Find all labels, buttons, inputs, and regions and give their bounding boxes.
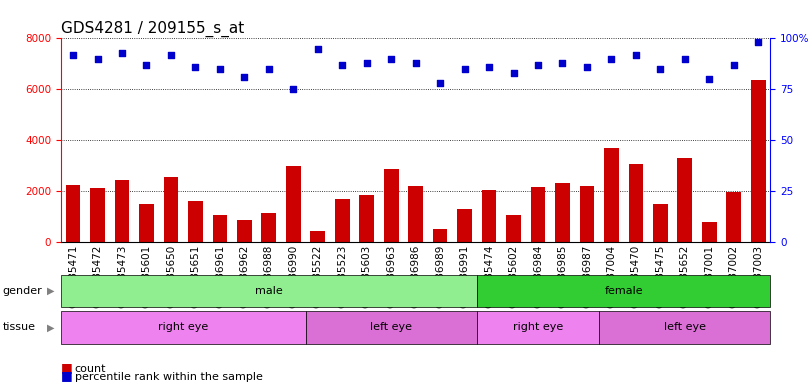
Text: ▶: ▶ xyxy=(47,322,54,333)
Point xyxy=(287,86,300,93)
Bar xyxy=(433,229,448,242)
Point xyxy=(727,62,740,68)
Point xyxy=(384,56,397,62)
Text: gender: gender xyxy=(2,286,42,296)
Bar xyxy=(90,189,105,242)
Text: left eye: left eye xyxy=(370,322,412,333)
Point xyxy=(654,66,667,72)
Bar xyxy=(139,204,154,242)
Point xyxy=(483,64,496,70)
Bar xyxy=(114,180,129,242)
Point xyxy=(360,60,373,66)
Bar xyxy=(359,195,374,242)
Point xyxy=(91,56,104,62)
Point xyxy=(311,46,324,52)
Bar xyxy=(751,80,766,242)
Bar xyxy=(311,231,325,242)
Text: GDS4281 / 209155_s_at: GDS4281 / 209155_s_at xyxy=(61,21,244,37)
Text: percentile rank within the sample: percentile rank within the sample xyxy=(75,372,263,382)
Point xyxy=(434,80,447,86)
Bar xyxy=(188,201,203,242)
Bar xyxy=(599,311,770,344)
Bar xyxy=(212,215,227,242)
Point xyxy=(140,62,153,68)
Bar xyxy=(555,184,570,242)
Bar xyxy=(653,204,667,242)
Text: ▶: ▶ xyxy=(47,286,54,296)
Point xyxy=(507,70,520,76)
Bar xyxy=(629,164,643,242)
Point xyxy=(752,40,765,46)
Point xyxy=(165,51,178,58)
Bar xyxy=(237,220,251,242)
Point xyxy=(678,56,691,62)
Bar xyxy=(530,187,545,242)
Bar xyxy=(482,190,496,242)
Bar xyxy=(164,177,178,242)
Bar xyxy=(408,186,423,242)
Bar xyxy=(335,199,350,242)
Point xyxy=(703,76,716,82)
Point xyxy=(189,64,202,70)
Point xyxy=(115,50,128,56)
Bar xyxy=(677,158,692,242)
Bar xyxy=(580,186,594,242)
Point xyxy=(556,60,569,66)
Bar xyxy=(306,311,477,344)
Text: right eye: right eye xyxy=(158,322,208,333)
Point xyxy=(213,66,226,72)
Text: right eye: right eye xyxy=(513,322,563,333)
Point xyxy=(581,64,594,70)
Bar xyxy=(457,209,472,242)
Bar xyxy=(261,213,277,242)
Bar xyxy=(702,222,717,242)
Point xyxy=(629,51,642,58)
Bar xyxy=(66,185,80,242)
Text: female: female xyxy=(604,286,643,296)
Text: left eye: left eye xyxy=(664,322,706,333)
Text: count: count xyxy=(75,364,106,374)
Point xyxy=(531,62,544,68)
Bar xyxy=(477,311,599,344)
Bar xyxy=(61,275,477,307)
Bar xyxy=(61,311,306,344)
Point xyxy=(262,66,275,72)
Point xyxy=(238,74,251,80)
Bar xyxy=(727,192,741,242)
Point xyxy=(67,51,79,58)
Point xyxy=(409,60,422,66)
Point xyxy=(458,66,471,72)
Point xyxy=(336,62,349,68)
Text: male: male xyxy=(255,286,283,296)
Bar xyxy=(286,166,301,242)
Bar xyxy=(477,275,770,307)
Text: ■: ■ xyxy=(61,361,72,374)
Text: ■: ■ xyxy=(61,369,72,382)
Bar xyxy=(604,148,619,242)
Bar xyxy=(384,169,398,242)
Bar xyxy=(506,215,521,242)
Text: tissue: tissue xyxy=(2,322,36,333)
Point xyxy=(605,56,618,62)
